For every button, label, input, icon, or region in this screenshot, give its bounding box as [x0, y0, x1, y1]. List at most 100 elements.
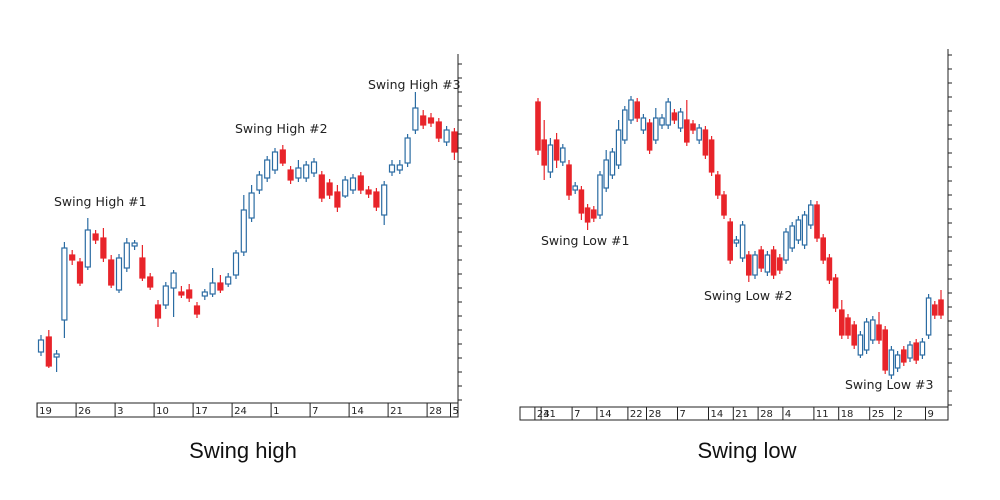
candle-body — [225, 276, 232, 285]
candle-body — [826, 257, 833, 281]
candle-body — [349, 177, 357, 191]
candle-body — [621, 109, 628, 141]
candle-body — [652, 117, 659, 141]
candle-body — [193, 305, 201, 315]
candle-body — [373, 191, 380, 208]
candle-body — [597, 174, 603, 216]
candle-body — [876, 324, 882, 341]
candle-body — [615, 129, 622, 166]
candle-body — [45, 336, 52, 367]
candle-body — [566, 164, 572, 196]
x-tick-label: 25 — [872, 409, 885, 420]
candle-body — [547, 144, 554, 173]
candle-body — [170, 272, 177, 289]
candle-body — [342, 179, 349, 197]
x-tick-label: 11 — [816, 409, 829, 420]
candle-body — [919, 341, 926, 356]
candle-body — [365, 189, 372, 195]
candle-body — [37, 339, 45, 353]
candle-body — [820, 237, 827, 261]
candle-body — [807, 204, 814, 226]
candle-body — [123, 242, 130, 269]
candle-body — [69, 254, 76, 261]
candle-body — [139, 257, 146, 279]
candle-body — [609, 151, 616, 176]
candle-body — [628, 99, 634, 121]
candle-body — [232, 252, 240, 276]
candle-body — [147, 276, 154, 288]
x-tick-label: 28 — [649, 409, 662, 420]
candle-body — [776, 257, 783, 271]
annotation: Swing Low #3 — [845, 377, 933, 392]
candle-body — [931, 304, 938, 316]
x-axis-band — [519, 406, 949, 421]
candle-body — [938, 299, 944, 316]
x-tick-label: 22 — [630, 409, 643, 420]
x-tick-label: 21 — [735, 409, 748, 420]
candle-body — [584, 207, 591, 223]
candle-body — [256, 174, 263, 191]
candle-body — [209, 282, 216, 295]
candle-body — [427, 117, 435, 124]
candle-body — [61, 247, 68, 321]
candle-body — [721, 194, 727, 216]
candle-body — [178, 291, 185, 296]
candle-body — [857, 334, 864, 356]
candle-body — [318, 174, 325, 199]
x-tick-label: 7 — [312, 406, 318, 417]
x-tick-label: 10 — [156, 406, 169, 417]
annotation: Swing High #1 — [54, 194, 147, 209]
candle-body — [640, 117, 647, 131]
candle-body — [186, 289, 193, 299]
candle-body — [115, 257, 123, 291]
candle-body — [572, 185, 579, 191]
x-tick-label: 28 — [429, 406, 442, 417]
candle-body — [671, 112, 678, 121]
x-tick-label: 14 — [351, 406, 364, 417]
candle-body — [758, 249, 765, 269]
x-tick-label: 1 — [273, 406, 279, 417]
candle-body — [646, 122, 653, 151]
candle-body — [357, 175, 364, 191]
candle-body — [326, 182, 333, 196]
candle-body — [882, 329, 889, 371]
candle-body — [154, 304, 162, 319]
annotation: Swing High #3 — [368, 77, 461, 92]
x-tick-label: 18 — [841, 409, 854, 420]
x-tick-label: 26 — [78, 406, 91, 417]
candle-body — [396, 164, 403, 171]
candle-body — [845, 317, 851, 336]
candle-body — [271, 151, 279, 171]
candle-body — [708, 139, 715, 173]
candle-body — [851, 324, 858, 346]
x-tick-label: 9 — [928, 409, 934, 420]
candle-body — [559, 147, 566, 163]
candle-body — [303, 164, 310, 179]
candle-body — [683, 119, 690, 143]
candle-body — [334, 191, 341, 208]
candle-body — [733, 239, 740, 244]
x-tick-label: 14 — [599, 409, 612, 420]
candle-body — [310, 161, 318, 174]
candle-body — [665, 101, 672, 126]
candle-body — [264, 159, 271, 179]
candle-body — [783, 231, 789, 261]
annotation: Swing Low #2 — [704, 288, 792, 303]
candle-body — [659, 117, 665, 126]
candle-body — [53, 353, 60, 358]
candle-body — [412, 107, 419, 131]
candle-body — [388, 164, 396, 173]
x-tick-label: 24 — [537, 409, 550, 420]
candle-body — [553, 139, 560, 161]
x-tick-label: 4 — [785, 409, 791, 420]
candle-body — [814, 204, 820, 239]
x-tick-label: 24 — [234, 406, 247, 417]
candle-body — [76, 261, 84, 284]
candle-body — [863, 321, 870, 351]
candle-body — [770, 249, 777, 276]
candle-body — [381, 184, 388, 216]
